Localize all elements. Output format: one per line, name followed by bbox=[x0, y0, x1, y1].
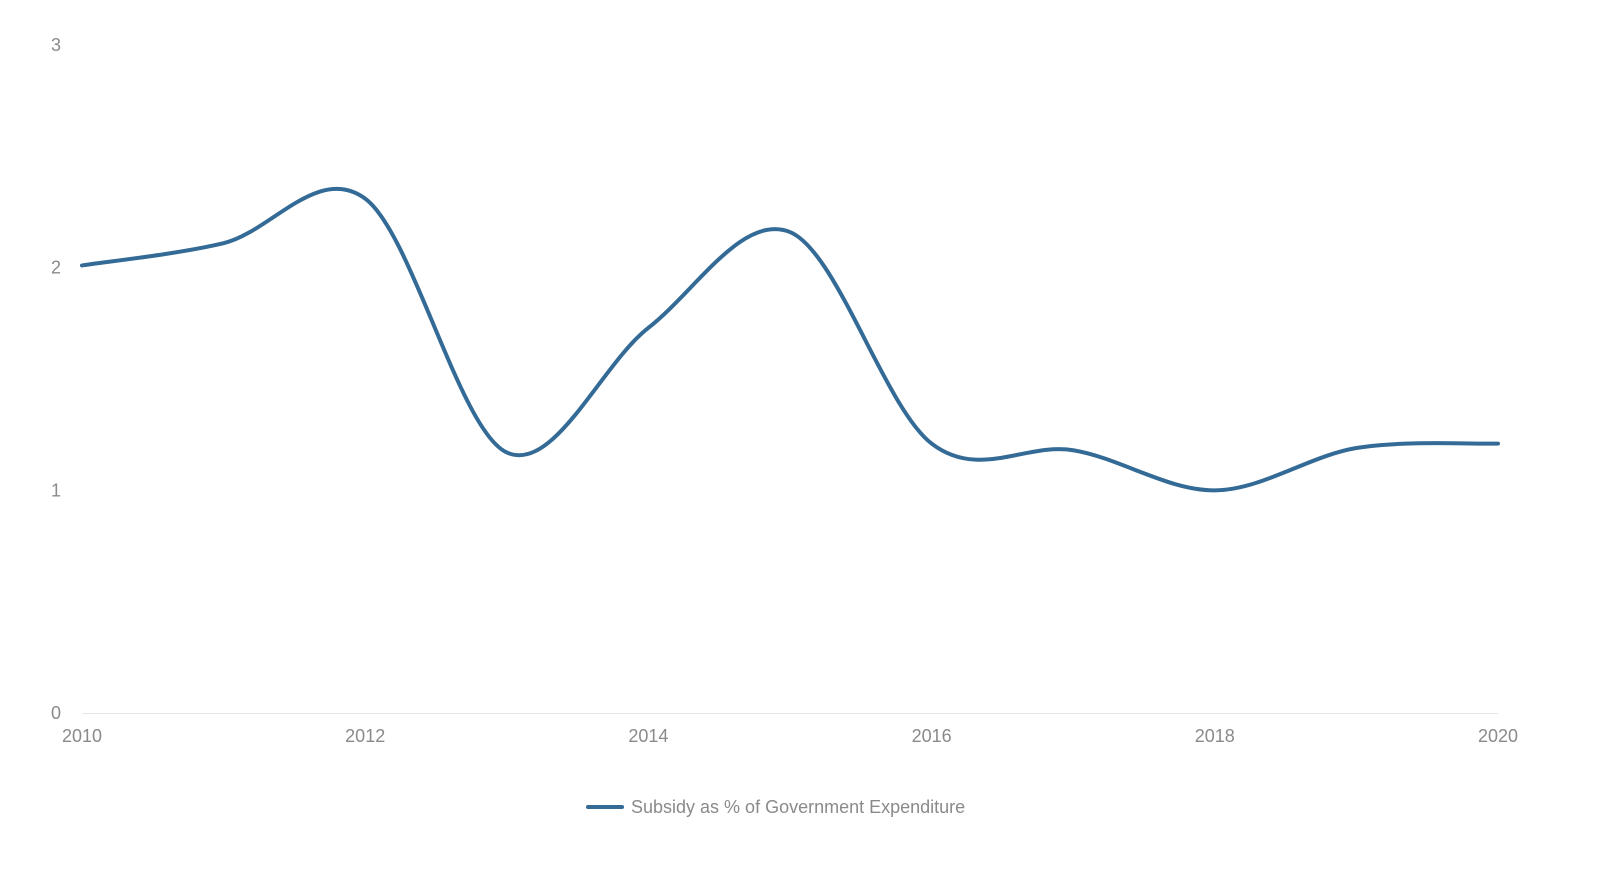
y-tick-label: 2 bbox=[51, 258, 61, 278]
data-point[interactable] bbox=[642, 322, 654, 334]
legend-label[interactable]: Subsidy as % of Government Expenditure bbox=[631, 797, 965, 817]
y-tick-label: 0 bbox=[51, 703, 61, 723]
data-point[interactable] bbox=[784, 226, 796, 238]
data-point[interactable] bbox=[76, 259, 88, 271]
x-tick-label: 2016 bbox=[912, 726, 952, 746]
y-axis-ticks: 0 1 2 3 bbox=[51, 35, 61, 723]
x-tick-label: 2014 bbox=[628, 726, 668, 746]
x-axis-ticks: 2010 2012 2014 2016 2018 2020 bbox=[62, 726, 1518, 746]
data-point[interactable] bbox=[218, 237, 230, 249]
data-point[interactable] bbox=[926, 438, 938, 450]
x-tick-label: 2012 bbox=[345, 726, 385, 746]
legend[interactable]: Subsidy as % of Government Expenditure bbox=[586, 797, 965, 817]
x-tick-label: 2020 bbox=[1478, 726, 1518, 746]
x-tick-label: 2010 bbox=[62, 726, 102, 746]
data-point[interactable] bbox=[359, 193, 371, 205]
data-point[interactable] bbox=[1209, 484, 1221, 496]
data-point[interactable] bbox=[1350, 442, 1362, 454]
y-tick-label: 1 bbox=[51, 480, 61, 500]
data-point[interactable] bbox=[501, 446, 513, 458]
series-line[interactable] bbox=[80, 186, 1500, 493]
x-tick-label: 2018 bbox=[1195, 726, 1235, 746]
y-tick-label: 3 bbox=[51, 35, 61, 55]
data-point[interactable] bbox=[1492, 438, 1504, 450]
data-point[interactable] bbox=[1067, 444, 1079, 456]
series-layer bbox=[76, 186, 1504, 496]
